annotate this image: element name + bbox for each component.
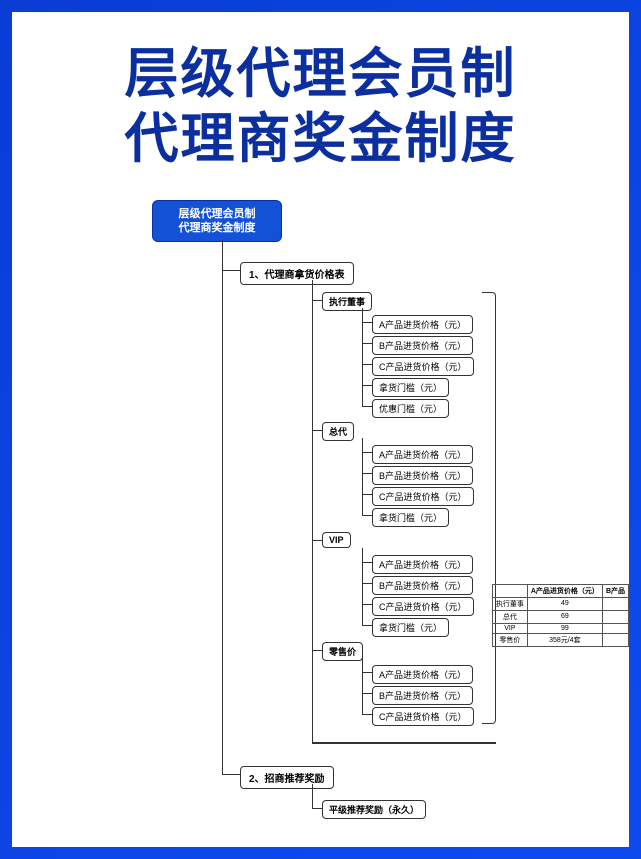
side-table-header-row: A产品进货价格（元） B产品 (492, 584, 628, 597)
category-vip: VIP (322, 532, 351, 548)
sec1-bottom-close (312, 742, 496, 744)
section-1: 1、代理商拿货价格表 (240, 262, 354, 285)
bracket-section1 (482, 292, 496, 724)
exec-item-c: C产品进货价格（元） (372, 357, 474, 376)
exec-item-d: 拿货门槛（元） (372, 378, 449, 397)
side-row-0: 执行董事 49 (492, 597, 628, 610)
zd-item-d: 拿货门槛（元） (372, 508, 449, 527)
outer-frame: 层级代理会员制 代理商奖金制度 层级代理会员制 代理商奖金制度 1、代理商拿货价… (0, 0, 641, 859)
c3i2h (362, 583, 372, 584)
side-th-2: B产品 (602, 584, 628, 597)
exec-item-e: 优惠门槛（元） (372, 399, 449, 418)
sec1-cat-trunk (312, 280, 313, 744)
conn-cat2-h (312, 430, 322, 431)
category-zongdai: 总代 (322, 422, 354, 441)
sr1c0: 总代 (492, 610, 527, 623)
sr3c0: 零售价 (492, 633, 527, 646)
vip-item-d: 拿货门槛（元） (372, 618, 449, 637)
exec-item-a: A产品进货价格（元） (372, 315, 473, 334)
c3i3h (362, 604, 372, 605)
category-exec: 执行董事 (322, 292, 372, 311)
zd-item-c: C产品进货价格（元） (372, 487, 474, 506)
c1i1h (362, 322, 372, 323)
retail-item-c: C产品进货价格（元） (372, 707, 474, 726)
retail-item-a: A产品进货价格（元） (372, 665, 473, 684)
c3i1h (362, 562, 372, 563)
title-line-1: 层级代理会员制 (12, 42, 629, 107)
sr0c0: 执行董事 (492, 597, 527, 610)
c2i3h (362, 494, 372, 495)
side-th-0 (492, 584, 527, 597)
sr2c2 (602, 623, 628, 633)
sr3c1: 358元/4套 (527, 633, 602, 646)
trunk-vertical (222, 240, 223, 774)
sr2c1: 99 (527, 623, 602, 633)
side-row-3: 零售价 358元/4套 (492, 633, 628, 646)
sec2-child-h (312, 808, 322, 809)
cat2-item-trunk (362, 438, 363, 516)
sr3c2 (602, 633, 628, 646)
cat3-item-trunk (362, 548, 363, 626)
sr0c2 (602, 597, 628, 610)
exec-item-b: B产品进货价格（元） (372, 336, 473, 355)
sr2c0: VIP (492, 623, 527, 633)
c2i2h (362, 473, 372, 474)
c1i5h (362, 406, 372, 407)
side-th-1: A产品进货价格（元） (527, 584, 602, 597)
zd-item-a: A产品进货价格（元） (372, 445, 473, 464)
title-line-2: 代理商奖金制度 (12, 107, 629, 172)
conn-cat4-h (312, 650, 322, 651)
root-line1: 层级代理会员制 (163, 207, 271, 221)
c2i4h (362, 515, 372, 516)
c1i2h (362, 343, 372, 344)
root-node: 层级代理会员制 代理商奖金制度 (152, 200, 282, 243)
sr0c1: 49 (527, 597, 602, 610)
c2i1h (362, 452, 372, 453)
c1i4h (362, 385, 372, 386)
inner-panel: 层级代理会员制 代理商奖金制度 层级代理会员制 代理商奖金制度 1、代理商拿货价… (12, 12, 629, 847)
vip-item-b: B产品进货价格（元） (372, 576, 473, 595)
retail-item-b: B产品进货价格（元） (372, 686, 473, 705)
section2-child: 平级推荐奖励（永久） (322, 800, 426, 819)
vip-item-a: A产品进货价格（元） (372, 555, 473, 574)
sr1c1: 69 (527, 610, 602, 623)
side-row-2: VIP 99 (492, 623, 628, 633)
section-2: 2、招商推荐奖励 (240, 766, 334, 789)
category-retail: 零售价 (322, 642, 363, 661)
title-block: 层级代理会员制 代理商奖金制度 (12, 12, 629, 192)
sec2-trunk (312, 784, 313, 808)
vip-item-c: C产品进货价格（元） (372, 597, 474, 616)
conn-cat1-h (312, 300, 322, 301)
conn-sec2-h (222, 774, 240, 775)
diagram-canvas: 层级代理会员制 代理商奖金制度 1、代理商拿货价格表 执行董事 A产品进货价格（… (12, 192, 629, 832)
root-line2: 代理商奖金制度 (163, 221, 271, 235)
zd-item-b: B产品进货价格（元） (372, 466, 473, 485)
c3i4h (362, 625, 372, 626)
side-row-1: 总代 69 (492, 610, 628, 623)
cat4-item-trunk (362, 658, 363, 715)
side-table: A产品进货价格（元） B产品 执行董事 49 总代 69 VIP 99 (492, 584, 629, 647)
c1i3h (362, 364, 372, 365)
sr1c2 (602, 610, 628, 623)
c4i3h (362, 714, 372, 715)
conn-cat3-h (312, 540, 322, 541)
c4i2h (362, 693, 372, 694)
conn-sec1-h (222, 270, 240, 271)
c4i1h (362, 672, 372, 673)
